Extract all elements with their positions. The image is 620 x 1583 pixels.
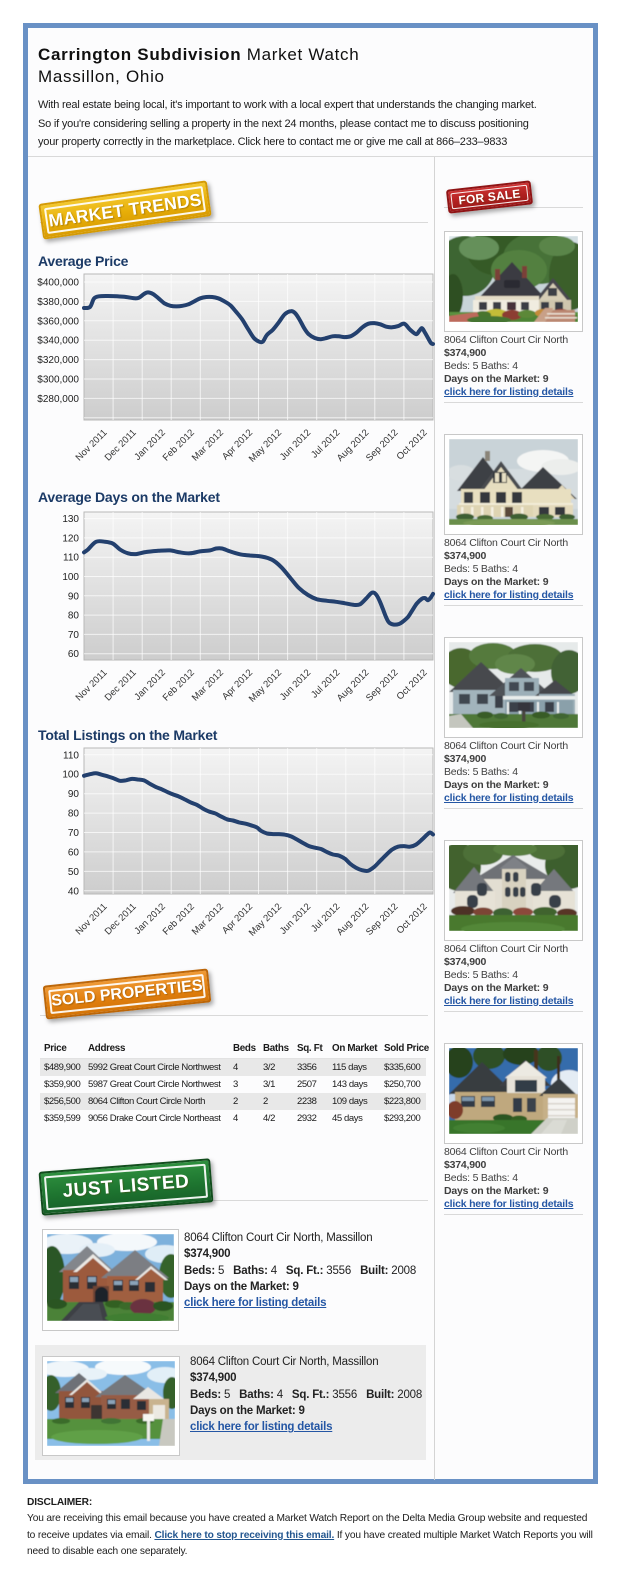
svg-text:80: 80: [68, 611, 80, 622]
svg-text:Dec 2011: Dec 2011: [103, 901, 139, 937]
svg-text:Jun 2012: Jun 2012: [278, 667, 313, 702]
svg-text:$400,000: $400,000: [37, 278, 79, 289]
svg-text:70: 70: [68, 828, 80, 839]
svg-text:90: 90: [68, 591, 80, 602]
svg-text:Oct 2012: Oct 2012: [395, 667, 430, 702]
svg-text:$280,000: $280,000: [37, 394, 79, 405]
svg-text:Dec 2011: Dec 2011: [103, 427, 139, 463]
svg-text:$320,000: $320,000: [37, 355, 79, 366]
svg-text:Mar 2012: Mar 2012: [190, 667, 226, 703]
svg-text:Jun 2012: Jun 2012: [278, 901, 313, 936]
svg-text:80: 80: [68, 809, 80, 820]
svg-text:110: 110: [63, 750, 79, 761]
svg-text:50: 50: [68, 867, 80, 878]
svg-text:Mar 2012: Mar 2012: [190, 427, 226, 463]
svg-text:Sep 2012: Sep 2012: [364, 901, 401, 938]
svg-text:$360,000: $360,000: [37, 316, 79, 327]
svg-text:90: 90: [68, 789, 80, 800]
svg-text:Oct 2012: Oct 2012: [395, 427, 430, 462]
svg-text:130: 130: [62, 514, 79, 525]
svg-text:60: 60: [68, 847, 80, 858]
svg-text:Sep 2012: Sep 2012: [364, 427, 401, 464]
svg-text:$340,000: $340,000: [37, 336, 79, 347]
svg-text:70: 70: [68, 630, 80, 641]
svg-text:120: 120: [62, 533, 79, 544]
svg-text:100: 100: [62, 770, 79, 781]
svg-text:$300,000: $300,000: [37, 375, 79, 386]
svg-text:Dec 2011: Dec 2011: [103, 667, 139, 703]
svg-text:Jun 2012: Jun 2012: [278, 427, 313, 462]
svg-text:60: 60: [68, 649, 80, 660]
svg-text:Oct 2012: Oct 2012: [395, 901, 430, 936]
svg-text:Sep 2012: Sep 2012: [364, 667, 401, 704]
svg-text:Mar 2012: Mar 2012: [190, 901, 226, 937]
svg-text:100: 100: [62, 572, 79, 583]
svg-text:$380,000: $380,000: [37, 297, 79, 308]
svg-text:40: 40: [68, 886, 80, 897]
svg-text:110: 110: [63, 553, 79, 564]
